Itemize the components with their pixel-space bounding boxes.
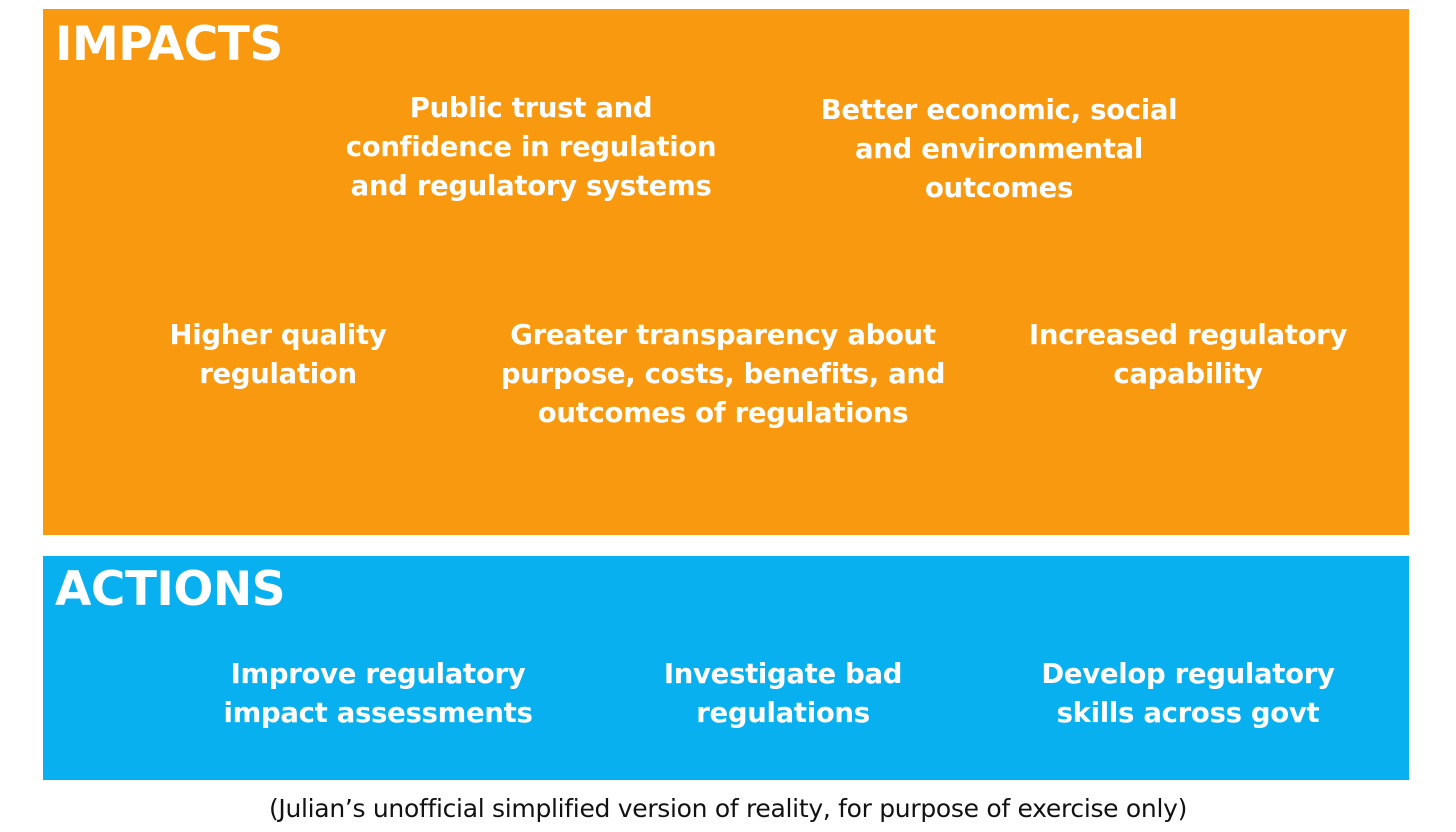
action-text-line: Improve regulatory: [230, 658, 526, 690]
impact-text-line: and regulatory systems: [350, 170, 712, 202]
action-text-line: skills across govt: [1056, 697, 1320, 729]
impact-public-trust: Public trust and confidence in regulatio…: [345, 89, 717, 206]
impact-greater-transparency: Greater transparency about purpose, cost…: [501, 316, 945, 433]
action-text-line: impact assessments: [223, 697, 533, 729]
impact-text-line: Greater transparency about: [510, 319, 936, 351]
action-develop-regulatory-skills: Develop regulatory skills across govt: [1041, 655, 1335, 733]
impact-text-line: Increased regulatory: [1028, 319, 1348, 351]
action-improve-impact-assessments: Improve regulatory impact assessments: [223, 655, 532, 733]
actions-heading: ACTIONS: [55, 562, 286, 617]
actions-panel: ACTIONS Improve regulatory impact assess…: [43, 556, 1409, 780]
action-text-line: Develop regulatory: [1041, 658, 1335, 690]
impact-text-line: regulation: [199, 358, 357, 390]
impact-increased-capability: Increased regulatory capability: [1029, 316, 1347, 394]
impact-text-line: confidence in regulation: [345, 131, 717, 163]
impact-text-line: capability: [1113, 358, 1263, 390]
impact-text-line: outcomes: [924, 172, 1074, 204]
caption: (Julian’s unofficial simplified version …: [268, 794, 1188, 823]
impact-higher-quality-regulation: Higher quality regulation: [169, 316, 386, 394]
action-text-line: Investigate bad: [663, 658, 903, 690]
impact-text-line: outcomes of regulations: [537, 397, 909, 429]
impact-text-line: and environmental: [855, 133, 1143, 165]
impacts-heading: IMPACTS: [55, 17, 283, 72]
action-text-line: regulations: [696, 697, 870, 729]
impact-text-line: Public trust and: [409, 92, 653, 124]
action-investigate-bad-regulations: Investigate bad regulations: [663, 655, 903, 733]
impact-text-line: purpose, costs, benefits, and: [500, 358, 946, 390]
impact-better-outcomes: Better economic, social and environmenta…: [820, 91, 1178, 208]
impacts-panel: IMPACTS Public trust and confidence in r…: [43, 9, 1409, 535]
impact-text-line: Better economic, social: [820, 94, 1178, 126]
impact-text-line: Higher quality: [169, 319, 387, 351]
